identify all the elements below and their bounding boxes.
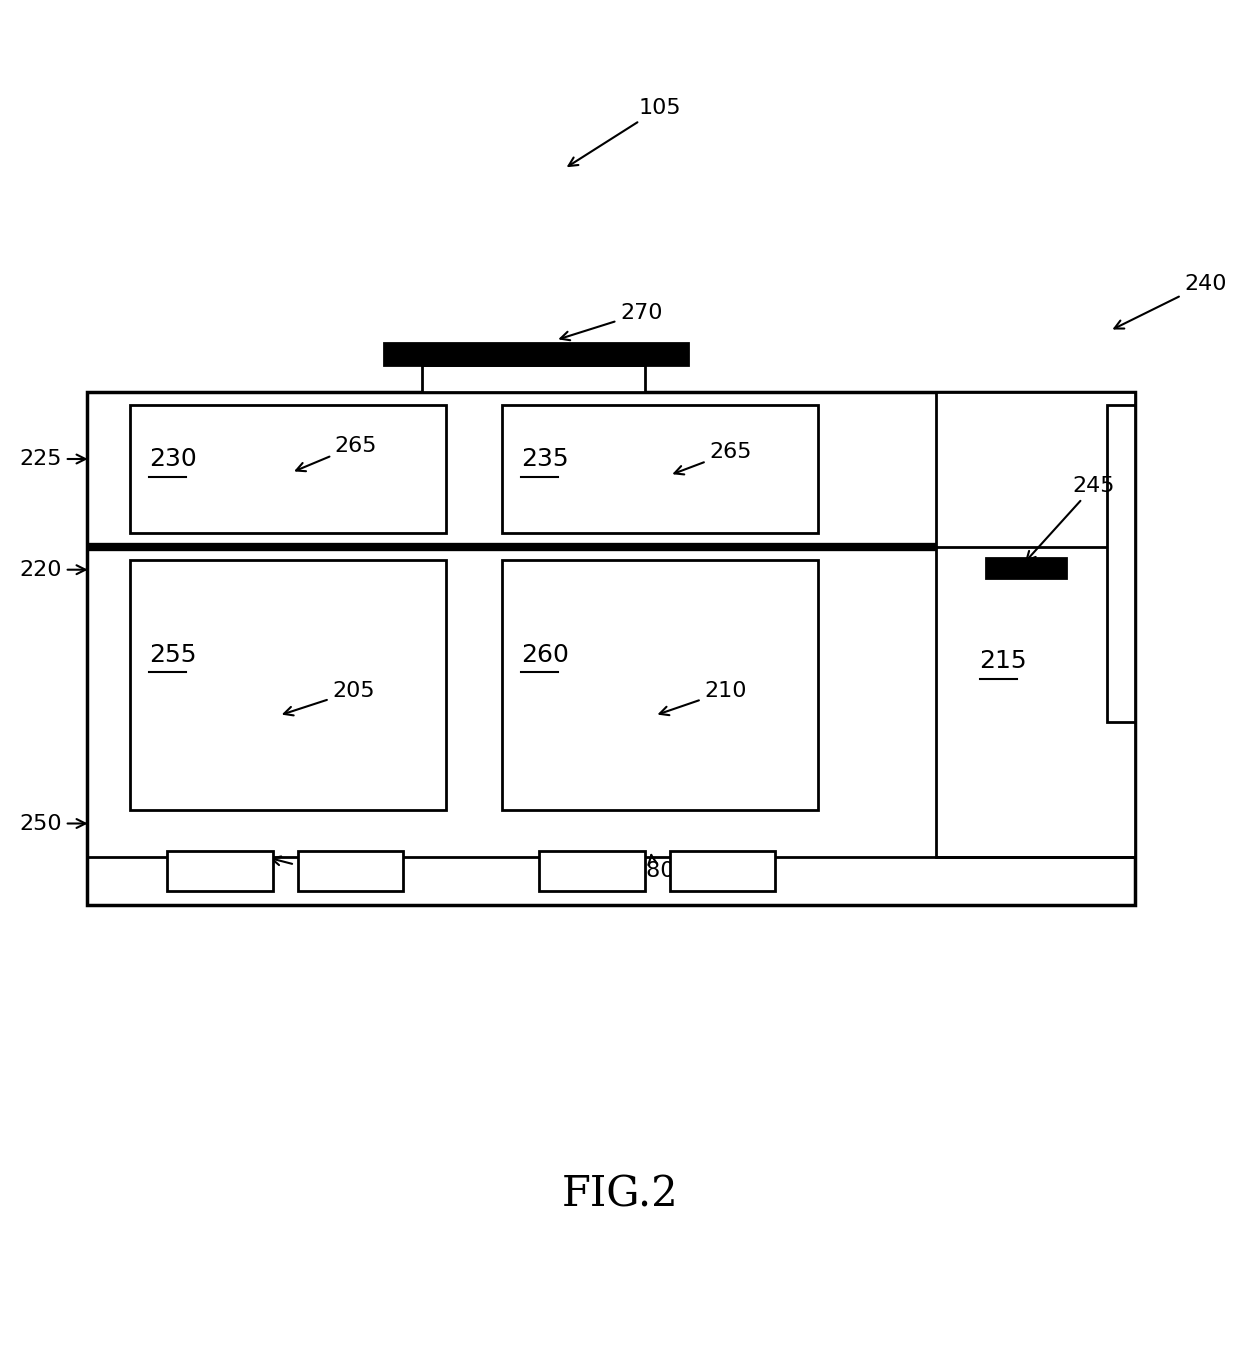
Text: 210: 210 [660,682,746,716]
Bar [422,364,645,391]
Text: FIG.2: FIG.2 [562,1173,678,1216]
Bar [130,405,446,533]
Text: 240: 240 [1115,274,1226,328]
Text: 265: 265 [296,436,377,471]
Bar [167,850,273,891]
Text: 280: 280 [632,855,675,880]
Bar [936,392,1135,857]
Bar [670,850,775,891]
Bar [539,850,645,891]
Text: 230: 230 [149,447,197,471]
Text: 255: 255 [149,643,196,667]
Text: 245: 245 [1027,477,1115,560]
Bar [384,343,688,364]
Text: 275: 275 [272,856,340,880]
Text: 270: 270 [560,304,662,340]
Bar [1107,405,1135,722]
Bar [502,405,818,533]
Text: 260: 260 [521,643,569,667]
Bar [87,392,1135,905]
Text: 250: 250 [20,814,86,833]
Text: 205: 205 [284,682,374,716]
Bar [986,558,1066,578]
Text: 235: 235 [521,447,568,471]
Bar [502,560,818,810]
Bar [130,560,446,810]
Text: 220: 220 [20,560,86,579]
Text: 265: 265 [675,443,751,474]
Bar [298,850,403,891]
Text: 225: 225 [20,450,86,468]
Text: 105: 105 [568,99,681,166]
Text: 215: 215 [980,649,1027,674]
